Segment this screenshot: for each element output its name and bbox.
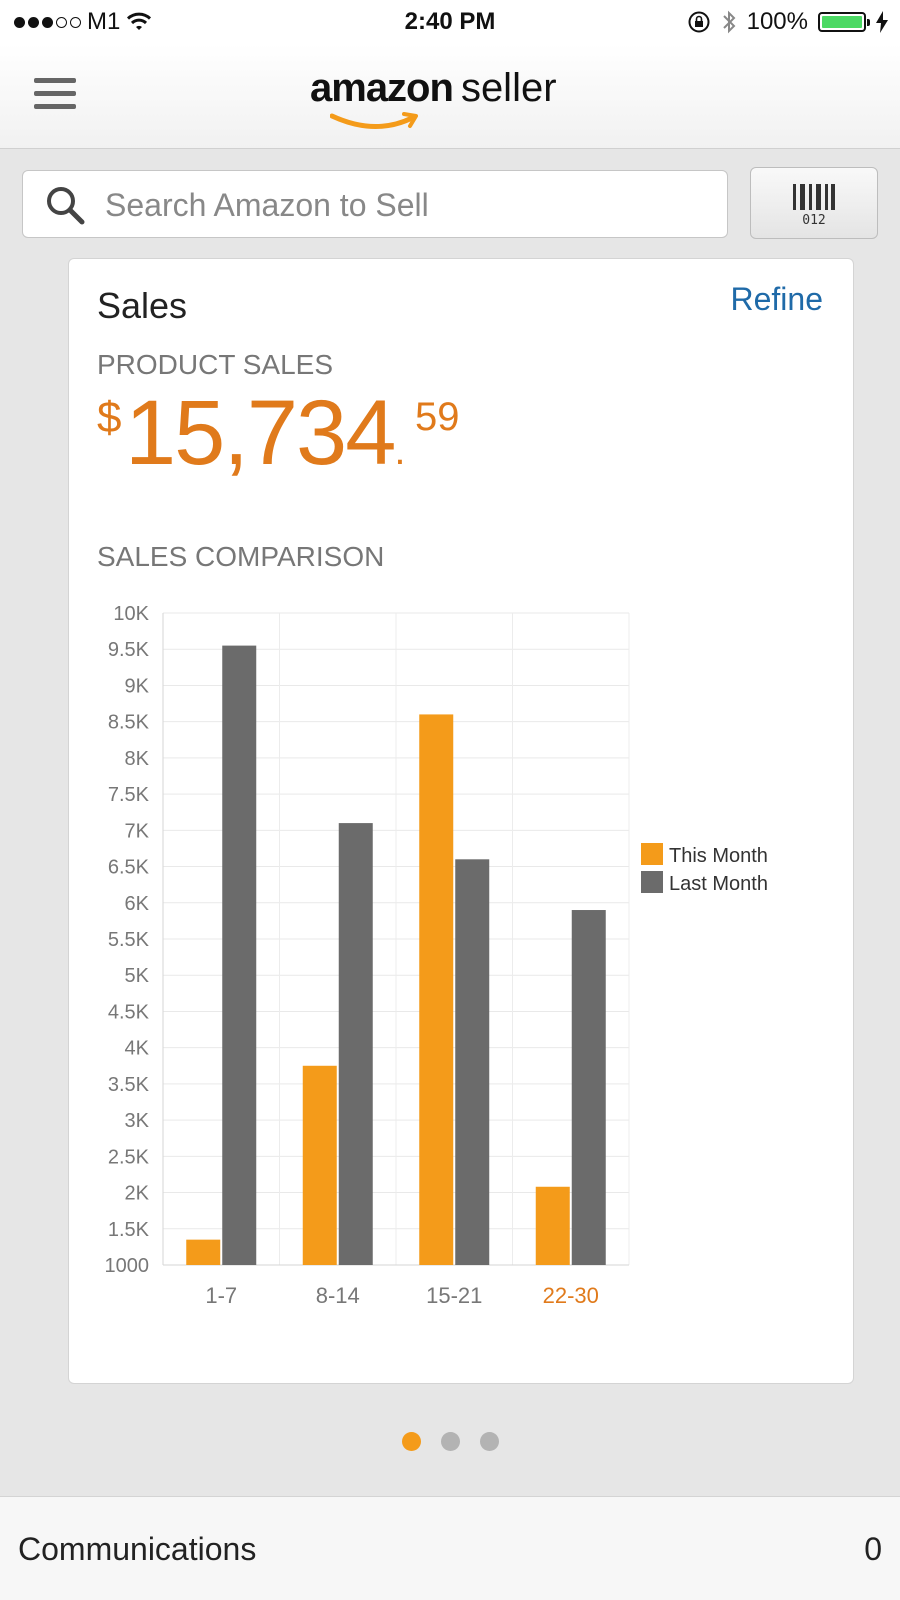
legend-swatch bbox=[641, 843, 663, 865]
search-icon bbox=[47, 187, 85, 225]
y-tick-label: 8.5K bbox=[108, 712, 150, 734]
battery-icon bbox=[818, 12, 870, 32]
app-header: amazon seller bbox=[0, 44, 900, 149]
refine-link[interactable]: Refine bbox=[730, 281, 824, 317]
signal-dot bbox=[28, 16, 39, 28]
y-tick-label: 2.5K bbox=[108, 1146, 150, 1168]
bar-this-month bbox=[419, 714, 454, 1265]
sales-comparison-chart: 1000 1.5K 2K 2.5K 3K 3.5K 4K 4.5K 5K 5.5K 6K 6.5K 7K… bbox=[105, 603, 768, 1308]
amount-currency: $ bbox=[97, 393, 122, 442]
legend-label: Last Month bbox=[669, 873, 768, 895]
bar-this-month bbox=[186, 1239, 221, 1265]
page-dot-3[interactable] bbox=[479, 1432, 499, 1451]
rotation-lock-icon bbox=[688, 11, 710, 33]
page-dot-2[interactable] bbox=[440, 1432, 460, 1451]
bar-last-month bbox=[571, 910, 606, 1265]
search-input[interactable] bbox=[103, 171, 707, 239]
card-title: Sales bbox=[97, 285, 188, 326]
search-box[interactable] bbox=[22, 170, 728, 239]
status-time: 2:40 PM bbox=[404, 8, 496, 35]
barcode-scan-button[interactable]: 012 bbox=[750, 167, 878, 239]
x-tick-label: 22-30 bbox=[543, 1283, 599, 1308]
signal-strength-icon bbox=[14, 16, 81, 28]
signal-dot bbox=[70, 16, 81, 28]
y-tick-label: 10K bbox=[113, 603, 149, 625]
barcode-digits: 012 bbox=[802, 213, 825, 228]
y-tick-label: 9K bbox=[125, 675, 150, 697]
bluetooth-icon bbox=[722, 10, 736, 34]
brand-amazon-text: amazon bbox=[310, 66, 454, 110]
amount-cents: 59 bbox=[415, 395, 460, 439]
status-bar: M1 2:40 PM 100% bbox=[0, 0, 900, 44]
y-tick-label: 4K bbox=[125, 1038, 150, 1060]
y-tick-label: 6.5K bbox=[108, 857, 150, 879]
amount-decimal-point: . bbox=[394, 429, 405, 473]
communications-label: Communications bbox=[18, 1531, 257, 1567]
y-tick-label: 1.5K bbox=[108, 1219, 150, 1241]
y-tick-label: 8K bbox=[125, 748, 150, 770]
sales-comparison-label: SALES COMPARISON bbox=[97, 541, 385, 572]
x-tick-label: 8-14 bbox=[316, 1283, 360, 1308]
y-tick-label: 5K bbox=[125, 965, 150, 987]
y-tick-label: 6K bbox=[125, 893, 150, 915]
carrier-name: M1 bbox=[87, 8, 121, 35]
bar-last-month bbox=[338, 823, 373, 1265]
amazon-seller-logo: amazon seller bbox=[310, 66, 557, 129]
y-tick-label: 3.5K bbox=[108, 1074, 150, 1096]
bar-last-month bbox=[222, 645, 257, 1265]
y-tick-label: 5.5K bbox=[108, 929, 150, 951]
x-tick-label: 1-7 bbox=[205, 1283, 237, 1308]
amount-whole: 15,734. bbox=[125, 382, 406, 501]
status-right: 100% bbox=[687, 8, 888, 36]
signal-dot bbox=[42, 16, 53, 28]
battery-percent: 100% bbox=[746, 8, 808, 35]
product-sales-label: PRODUCT SALES bbox=[97, 349, 333, 380]
signal-dot bbox=[56, 16, 67, 28]
page-indicator bbox=[0, 1432, 900, 1451]
y-tick-label: 2K bbox=[125, 1183, 150, 1205]
sales-card: Sales Refine PRODUCT SALES $ 15,734. 59 … bbox=[68, 258, 854, 1384]
y-tick-label: 7.5K bbox=[108, 784, 150, 806]
y-tick-label: 1000 bbox=[105, 1255, 150, 1277]
communications-row[interactable]: Communications 0 bbox=[0, 1496, 900, 1600]
x-tick-label: 15-21 bbox=[426, 1283, 482, 1308]
page-dot-1[interactable] bbox=[401, 1432, 421, 1451]
y-tick-label: 4.5K bbox=[108, 1001, 150, 1023]
bar-this-month bbox=[535, 1186, 570, 1265]
legend-label: This Month bbox=[669, 845, 768, 867]
brand-seller-text: seller bbox=[460, 66, 557, 110]
wifi-icon bbox=[127, 12, 152, 30]
y-tick-label: 7K bbox=[125, 820, 150, 842]
bar-this-month bbox=[302, 1065, 337, 1265]
charging-bolt-icon bbox=[876, 11, 888, 33]
bar-last-month bbox=[455, 859, 490, 1265]
communications-count: 0 bbox=[864, 1531, 882, 1567]
menu-button[interactable] bbox=[34, 78, 76, 114]
y-tick-label: 9.5K bbox=[108, 639, 150, 661]
barcode-icon: 012 bbox=[793, 184, 835, 228]
legend-swatch bbox=[641, 871, 663, 893]
amazon-smile-icon bbox=[330, 112, 418, 129]
signal-dot bbox=[14, 16, 25, 28]
amount-whole-value: 15,734 bbox=[125, 382, 396, 484]
status-left: M1 bbox=[14, 8, 152, 36]
y-tick-label: 3K bbox=[125, 1110, 150, 1132]
